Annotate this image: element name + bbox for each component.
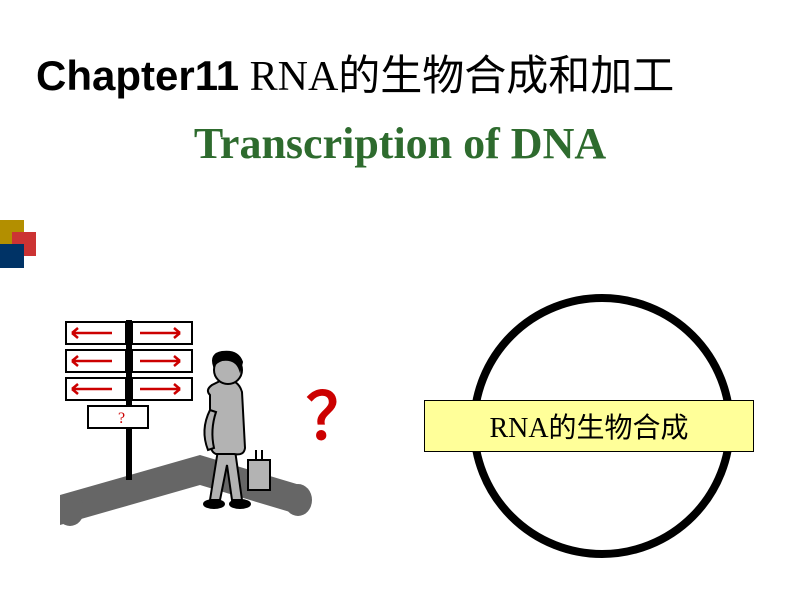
chapter-text: RNA的生物合成和加工	[239, 54, 674, 100]
question-mark: ？	[306, 366, 370, 458]
decor-square	[0, 244, 24, 268]
person-figure	[204, 352, 270, 508]
sign-question-icon: ?	[118, 410, 125, 427]
topic-label-box: RNA的生物合成	[424, 400, 754, 452]
chapter-title: Chapter11 RNA的生物合成和加工	[36, 42, 764, 103]
road-shape	[60, 455, 312, 526]
chapter-label: Chapter11	[36, 52, 239, 99]
signpost-clipart: ?	[60, 300, 320, 560]
topic-label-text: RNA的生物合成	[489, 406, 688, 446]
subtitle: Transcription of DNA	[0, 118, 800, 169]
